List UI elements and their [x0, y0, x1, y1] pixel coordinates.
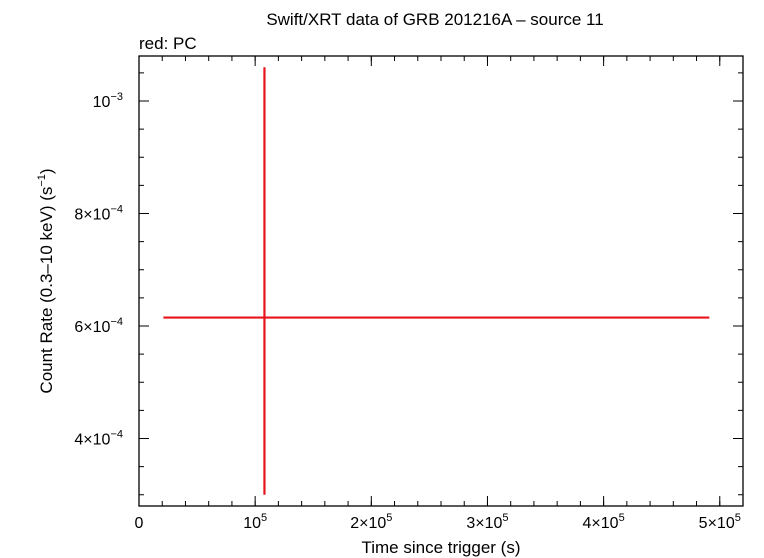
plot-frame — [138, 55, 744, 507]
y-axis-label-close: ) — [37, 168, 56, 174]
x-tick-label: 5×105 — [699, 512, 741, 532]
x-tick-label: 105 — [243, 512, 267, 532]
y-tick-label: 10−3 — [93, 91, 123, 111]
y-axis-label: Count Rate (0.3–10 keV) (s−1) — [36, 168, 56, 393]
y-tick-label: 6×10−4 — [74, 316, 123, 336]
x-tick-label: 4×105 — [583, 512, 625, 532]
x-axis: 0 105 2×105 3×105 4×105 5×105 — [135, 56, 741, 532]
x-axis-label: Time since trigger (s) — [361, 538, 520, 557]
y-axis: 4×10−4 6×10−4 8×10−4 10−3 — [74, 72, 743, 496]
y-tick-label: 4×10−4 — [74, 429, 123, 449]
data-series — [163, 67, 710, 495]
chart-subtitle: red: PC — [139, 34, 197, 53]
y-axis-label-main: Count Rate (0.3–10 keV) (s — [37, 187, 56, 394]
y-tick-label: 8×10−4 — [74, 204, 123, 224]
x-tick-label: 2×105 — [350, 512, 392, 532]
x-tick-label: 0 — [135, 515, 144, 532]
y-axis-label-superscript: −1 — [36, 174, 48, 187]
x-tick-label: 3×105 — [466, 512, 508, 532]
chart-title: Swift/XRT data of GRB 201216A – source 1… — [266, 10, 603, 29]
